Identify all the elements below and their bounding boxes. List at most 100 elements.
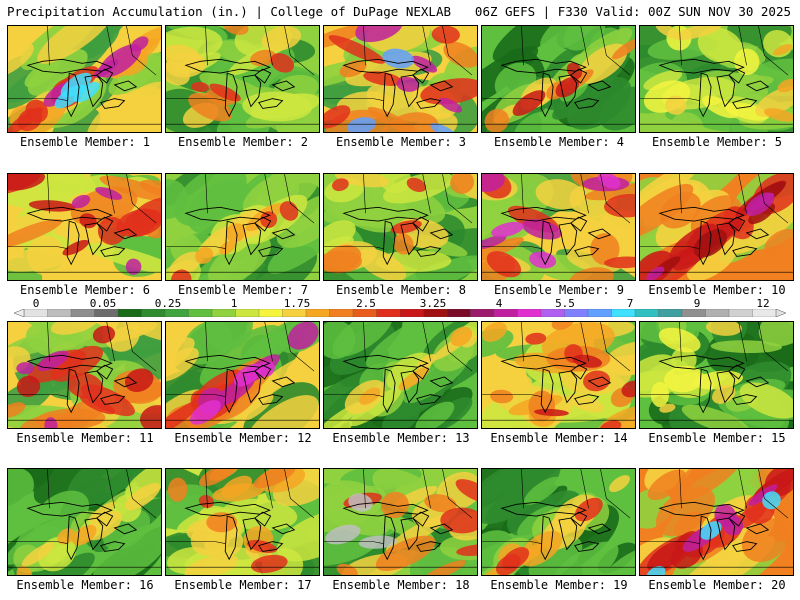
precip-contour: [599, 209, 635, 248]
precip-contour: [725, 102, 770, 121]
color-scale-swatch: [117, 309, 143, 317]
precip-contour: [324, 105, 351, 129]
state-border: [758, 322, 789, 372]
precip-map: [640, 26, 793, 132]
precip-contour: [366, 322, 435, 369]
color-scale-tick-label: 3.25: [419, 297, 447, 310]
color-scale-swatch: [329, 309, 354, 317]
precip-contour: [348, 493, 373, 512]
precip-contour: [430, 123, 459, 132]
great-lake-outline: [587, 228, 612, 240]
precip-contour: [773, 44, 793, 56]
precip-contour: [665, 95, 687, 115]
precip-contour: [604, 256, 635, 269]
precip-contour: [739, 382, 793, 419]
great-lake-outline: [732, 98, 758, 109]
ensemble-member-label: Ensemble Member: 10: [648, 283, 786, 297]
great-lake-outline: [570, 364, 588, 380]
state-border: [363, 174, 431, 214]
precip-contour: [673, 26, 722, 41]
precip-contour: [482, 322, 507, 342]
precip-contour: [51, 322, 99, 335]
great-lake-outline: [382, 368, 396, 414]
precip-contour: [8, 469, 34, 509]
state-border: [284, 469, 315, 519]
precip-contour: [380, 112, 439, 132]
precip-map: [8, 322, 161, 428]
precip-contour: [166, 398, 204, 428]
state-border: [205, 26, 273, 66]
precip-contour: [431, 26, 460, 44]
precip-contour: [355, 26, 404, 43]
precip-contour: [88, 501, 116, 522]
great-lake-outline: [574, 246, 600, 257]
precip-contour: [422, 560, 467, 575]
precip-contour: [723, 515, 744, 536]
state-border: [679, 26, 747, 66]
precip-contour: [324, 244, 362, 273]
precip-contour: [125, 482, 161, 511]
great-lake-outline: [342, 206, 429, 222]
great-lake-outline: [540, 72, 554, 118]
precip-contour: [166, 337, 195, 376]
precip-contour: [702, 95, 739, 119]
precip-contour: [762, 491, 781, 510]
color-scale-tick-label: 0.05: [89, 297, 117, 310]
precip-contour: [67, 372, 104, 400]
ensemble-map-panel: [639, 321, 794, 429]
great-lake-outline: [587, 376, 612, 388]
precip-contour: [102, 322, 141, 352]
color-scale-swatch: [470, 309, 495, 317]
precip-contour: [512, 90, 546, 116]
state-border: [205, 469, 273, 509]
precip-map: [482, 322, 635, 428]
state-border: [363, 26, 431, 66]
precip-contour: [492, 26, 581, 63]
great-lake-outline: [224, 368, 238, 414]
color-scale-swatch: [258, 309, 284, 317]
precip-contour: [567, 76, 632, 130]
precip-map: [166, 26, 319, 132]
color-scale-swatch: [540, 309, 566, 317]
ensemble-member-label: Ensemble Member: 3: [335, 135, 467, 149]
precip-contour: [17, 108, 43, 132]
precip-contour: [681, 404, 750, 428]
precip-contour: [584, 183, 635, 201]
precip-contour: [251, 554, 288, 573]
great-lake-outline: [26, 206, 113, 222]
precip-map: [8, 174, 161, 280]
precip-contour: [535, 179, 585, 210]
state-border: [284, 322, 315, 372]
precip-contour: [748, 484, 778, 506]
ensemble-member-label: Ensemble Member: 5: [651, 135, 783, 149]
color-scale-swatch: [658, 309, 683, 317]
state-border: [324, 394, 384, 397]
state-border: [640, 541, 700, 544]
precip-map: [482, 469, 635, 575]
great-lake-outline: [658, 501, 745, 517]
state-border: [482, 98, 542, 101]
precip-contour: [482, 237, 524, 265]
precip-contour: [640, 250, 675, 280]
great-lake-outline: [728, 364, 746, 380]
ensemble-member-label: Ensemble Member: 19: [490, 578, 628, 592]
precip-contour: [777, 78, 793, 93]
precip-contour: [482, 174, 505, 192]
great-lake-outline: [100, 394, 126, 405]
precip-contour: [324, 197, 366, 223]
state-border: [324, 98, 384, 101]
great-lake-outline: [224, 220, 238, 266]
precip-contour: [398, 367, 430, 391]
precip-contour: [8, 402, 26, 419]
precip-map: [640, 174, 793, 280]
precip-contour: [647, 469, 686, 501]
precip-map: [324, 174, 477, 280]
great-lake-outline: [258, 394, 284, 405]
ensemble-member-label: Ensemble Member: 8: [335, 283, 467, 297]
precip-contour: [705, 322, 742, 336]
great-lake-outline: [26, 354, 113, 370]
precip-contour: [686, 241, 738, 280]
state-border: [8, 246, 68, 249]
great-lake-outline: [732, 394, 758, 405]
state-border: [166, 246, 226, 249]
